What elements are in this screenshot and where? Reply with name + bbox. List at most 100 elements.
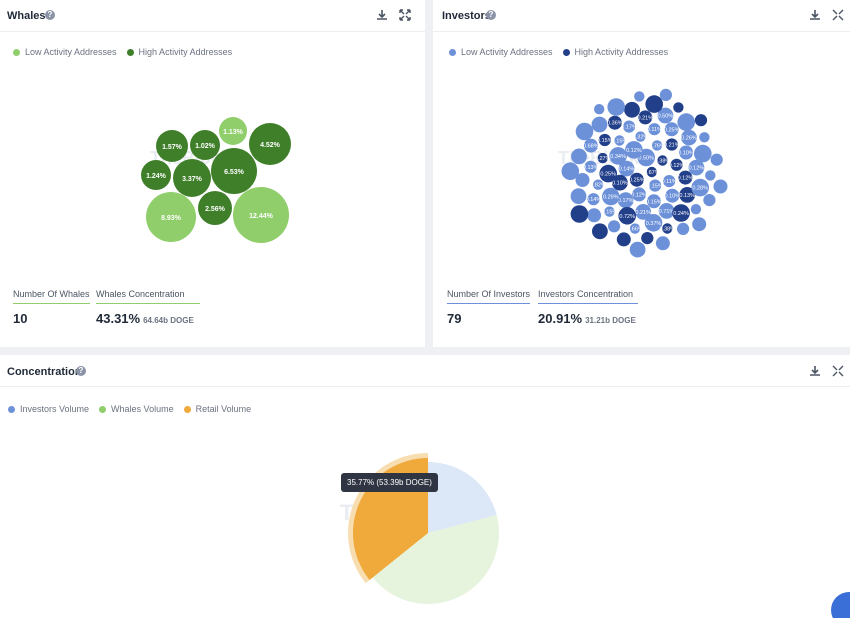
help-icon[interactable]: ? [76, 366, 86, 376]
bubble[interactable] [617, 192, 634, 209]
bubble[interactable] [599, 164, 617, 183]
legend-item[interactable]: Whales Volume [99, 404, 174, 414]
bubble[interactable] [190, 130, 220, 160]
bubble[interactable] [635, 204, 652, 220]
bubble[interactable] [646, 166, 657, 178]
bubble[interactable] [607, 115, 622, 130]
bubble[interactable] [638, 110, 653, 125]
bubble[interactable] [614, 135, 625, 146]
bubble[interactable] [703, 194, 716, 207]
bubble[interactable] [688, 159, 705, 176]
bubble[interactable] [679, 187, 696, 203]
help-icon[interactable]: ? [486, 10, 496, 20]
bubble[interactable] [635, 131, 646, 142]
bubble[interactable] [692, 217, 707, 232]
pie-slice-whales-volume[interactable] [372, 514, 500, 604]
legend-item[interactable]: Low Activity Addresses [13, 47, 117, 57]
bubble[interactable] [664, 122, 679, 137]
bubble[interactable] [646, 194, 661, 209]
bubble[interactable] [173, 159, 211, 197]
bubble[interactable] [691, 178, 709, 197]
legend-item[interactable]: Low Activity Addresses [449, 47, 553, 57]
bubble[interactable] [598, 133, 611, 147]
bubble[interactable] [665, 188, 680, 203]
bubble[interactable] [705, 170, 716, 181]
download-icon[interactable] [809, 365, 821, 377]
bubble[interactable] [561, 162, 580, 180]
bubble[interactable] [575, 173, 590, 187]
bubble[interactable] [694, 114, 708, 127]
help-icon[interactable]: ? [45, 10, 55, 20]
bubble[interactable] [673, 102, 684, 113]
bubble[interactable] [629, 172, 644, 187]
bubble[interactable] [219, 117, 247, 145]
bubble[interactable] [690, 204, 702, 215]
bubble[interactable] [678, 170, 693, 185]
bubble[interactable] [618, 160, 635, 177]
bubble[interactable] [648, 123, 661, 136]
bubble[interactable] [570, 188, 587, 205]
bubble[interactable] [575, 122, 594, 141]
bubble[interactable] [672, 204, 690, 222]
bubble[interactable] [607, 98, 625, 116]
legend-item[interactable]: Investors Volume [8, 404, 89, 414]
bubble[interactable] [570, 205, 589, 223]
bubble[interactable] [625, 141, 643, 159]
bubble[interactable] [662, 223, 673, 234]
bubble[interactable] [710, 153, 723, 166]
bubble[interactable] [665, 138, 678, 151]
bubble[interactable] [679, 145, 694, 160]
chat-button[interactable] [831, 592, 850, 618]
bubble[interactable] [571, 148, 587, 165]
expand-icon[interactable] [832, 365, 844, 377]
bubble[interactable] [609, 147, 627, 165]
download-icon[interactable] [376, 9, 388, 21]
bubble[interactable] [592, 223, 608, 240]
bubble[interactable] [584, 160, 597, 173]
expand-icon[interactable] [832, 9, 844, 21]
download-icon[interactable] [809, 9, 821, 21]
bubble[interactable] [651, 140, 663, 151]
expand-icon[interactable] [399, 9, 411, 21]
bubble[interactable] [146, 192, 196, 242]
bubble[interactable] [583, 138, 598, 153]
bubble[interactable] [629, 241, 646, 258]
bubble[interactable] [624, 101, 640, 118]
bubble[interactable] [604, 206, 615, 217]
bubble[interactable] [699, 132, 710, 143]
bubble[interactable] [657, 107, 674, 124]
bubble[interactable] [649, 179, 662, 192]
pie-slice-investors-volume[interactable] [428, 461, 497, 533]
bubble[interactable] [587, 208, 602, 223]
bubble[interactable] [657, 155, 668, 166]
bubble[interactable] [677, 113, 695, 131]
bubble[interactable] [677, 222, 690, 235]
bubble[interactable] [634, 91, 645, 102]
bubble[interactable] [655, 236, 670, 251]
bubble[interactable] [681, 129, 697, 146]
bubble[interactable] [644, 214, 663, 232]
bubble[interactable] [616, 232, 631, 247]
legend-item[interactable]: High Activity Addresses [126, 47, 232, 57]
bubble[interactable] [594, 104, 605, 115]
bubble[interactable] [198, 191, 232, 225]
bubble[interactable] [645, 95, 663, 113]
bubble[interactable] [694, 144, 712, 163]
bubble[interactable] [659, 88, 672, 101]
bubble[interactable] [629, 223, 641, 234]
bubble[interactable] [623, 120, 636, 133]
bubble[interactable] [641, 232, 654, 245]
bubble[interactable] [233, 187, 289, 243]
bubble[interactable] [597, 152, 608, 164]
bubble[interactable] [587, 193, 600, 206]
bubble[interactable] [249, 123, 291, 165]
bubble[interactable] [632, 187, 647, 202]
bubble[interactable] [211, 148, 257, 194]
bubble[interactable] [670, 158, 683, 171]
bubble[interactable] [592, 179, 604, 190]
bubble[interactable] [713, 179, 728, 194]
legend-item[interactable]: High Activity Addresses [562, 47, 668, 57]
bubble[interactable] [602, 187, 620, 206]
legend-item[interactable]: Retail Volume [183, 404, 251, 414]
bubble[interactable] [156, 130, 188, 162]
